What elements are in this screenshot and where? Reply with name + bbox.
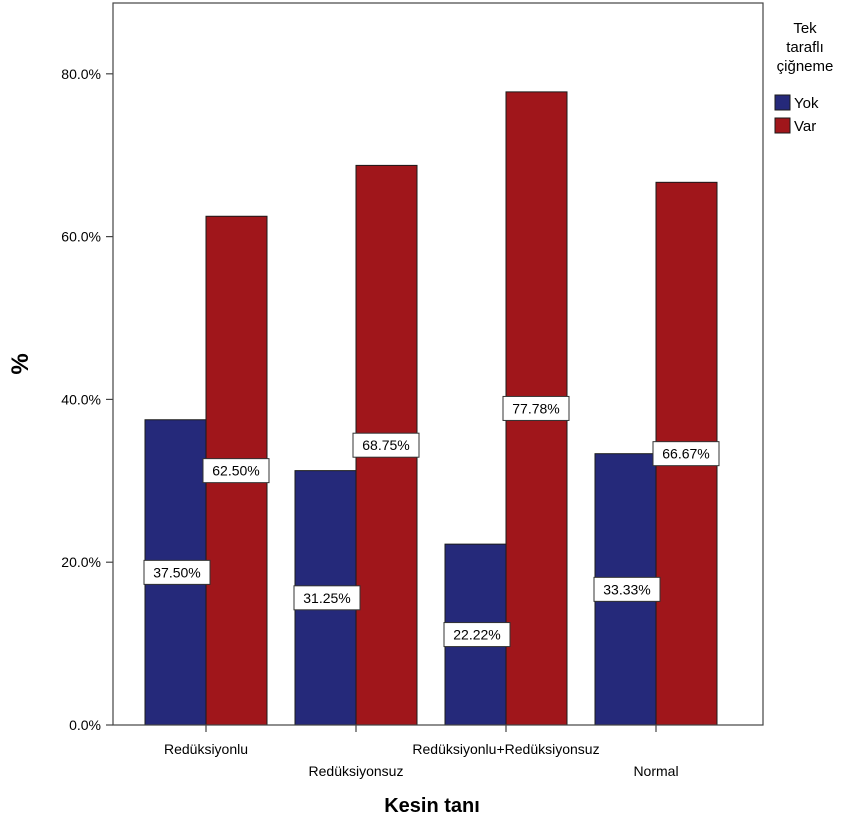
axes-layer: 0.0% 20.0% 40.0% 60.0% 80.0% Redüksiyonlu Redü… [61,66,678,779]
data-label-yok-3: 33.33% [603,581,650,597]
legend-swatch-var [774,117,791,134]
data-labels-layer: 37.50% 62.50% 31.25% 68.75% 22.22% 77.78% 33.3… [143,395,720,648]
x-tick-label: Redüksiyonlu+Redüksiyonsuz [412,741,599,757]
data-label-box [502,395,570,421]
x-tick-label: Normal [633,763,678,779]
legend-swatch-yok [774,94,791,111]
data-label-var-2: 77.78% [512,400,559,416]
data-label-var-3: 66.67% [662,446,709,462]
legend-label-var: Var [794,118,816,135]
data-label-var-0: 62.50% [212,463,259,479]
x-tick-label: Redüksiyonsuz [309,763,404,779]
data-label-box [293,585,361,611]
data-label-box [652,441,720,467]
plot-frame [112,2,764,726]
data-label-box [593,576,661,602]
legend-title-line: Tek [793,20,817,37]
x-axis-title: Kesin tanı [384,795,480,817]
data-label-var-1: 68.75% [362,437,409,453]
data-label-box [443,622,511,648]
y-tick-label: 0.0% [69,717,101,733]
y-tick-label: 80.0% [61,66,101,82]
data-label-box [352,432,420,458]
y-tick-label: 60.0% [61,229,101,245]
y-tick-label: 20.0% [61,554,101,570]
legend-label-yok: Yok [794,95,819,112]
legend-title-line: çiğneme [777,58,834,75]
x-tick-label: Redüksiyonlu [164,741,248,757]
data-label-yok-0: 37.50% [153,564,200,580]
y-axis-title: % [7,353,34,374]
legend: Tek taraflı çiğneme Yok Var [774,20,834,135]
y-tick-label: 40.0% [61,391,101,407]
data-label-box [143,559,211,585]
data-label-yok-1: 31.25% [303,590,350,606]
data-label-box [202,458,270,484]
data-label-yok-2: 22.22% [453,627,500,643]
legend-title-line: taraflı [786,39,824,56]
